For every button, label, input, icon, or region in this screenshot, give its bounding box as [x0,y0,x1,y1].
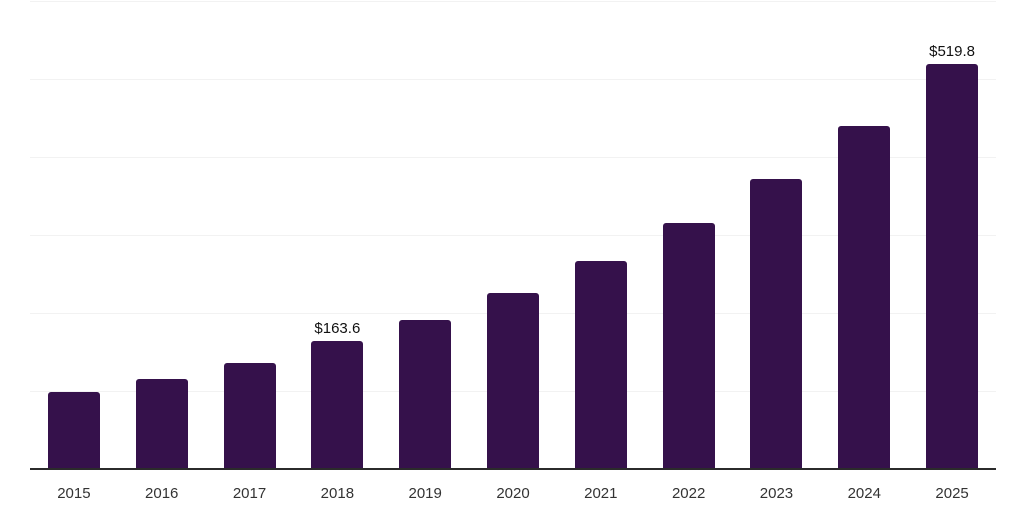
bar-2025 [926,63,979,469]
gridline-400 [30,157,996,158]
x-tick-label-2015: 2015 [57,485,91,502]
x-tick-label-2022: 2022 [671,485,706,502]
bar-2016 [135,379,188,469]
bar-2018 [311,341,364,469]
x-tick-label-2017: 2017 [232,485,267,502]
gridline-600 [30,1,996,2]
gridline-300 [30,235,996,236]
bar-2015 [47,392,100,469]
x-tick-label-2023: 2023 [759,485,794,502]
plot-area: $163.6 $519.8 [30,1,996,470]
bar-2024 [838,125,891,469]
x-tick-label-2016: 2016 [145,485,179,502]
x-tick-label-2025: 2025 [935,485,969,502]
x-tick-label-2020: 2020 [496,485,530,502]
data-label-2025: $519.8 [929,42,976,60]
data-label-2018: $163.6 [314,320,361,338]
x-tick-label-2018: 2018 [320,485,355,502]
x-tick-label-2021: 2021 [584,485,618,502]
bar-2020 [487,292,539,469]
bar-2017 [223,362,276,469]
gridline-500 [30,79,996,80]
bar-2023 [750,179,803,469]
bar-2019 [399,320,452,469]
bar-2021 [574,261,627,469]
bar-2022 [662,223,715,469]
x-axis-line [30,468,996,470]
x-tick-label-2024: 2024 [847,485,881,502]
x-tick-label-2019: 2019 [408,485,442,502]
